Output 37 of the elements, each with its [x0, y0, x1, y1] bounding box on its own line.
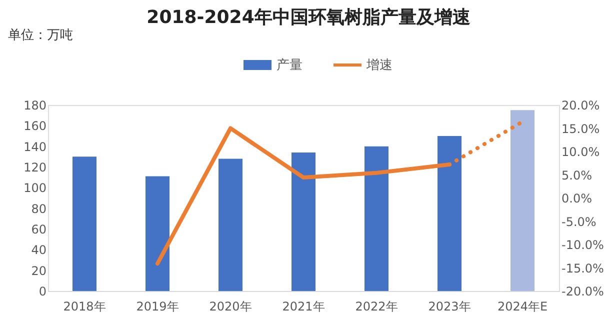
x-tick-label: 2018年: [63, 300, 106, 314]
y-tick-label: 120: [24, 160, 46, 174]
legend-label: 增速: [366, 58, 392, 73]
bar: [72, 156, 96, 291]
text: 单位：万吨: [8, 28, 73, 43]
x-tick-label: 2022年: [355, 300, 398, 314]
y2-tick-label: 20.0%: [562, 98, 600, 112]
y2-tick-label: -5.0%: [562, 214, 596, 229]
y-tick-label: 60: [31, 222, 46, 236]
bar: [510, 110, 534, 291]
chart-title: 2018-2024年中国环氧树脂产量及增速: [146, 7, 470, 28]
bar: [146, 176, 170, 291]
x-tick-label: 2020年: [209, 300, 252, 314]
y-tick-label: 160: [24, 119, 46, 134]
x-tick-label: 2023年: [428, 300, 471, 314]
bar: [364, 146, 388, 291]
bar: [438, 136, 462, 291]
y2-tick-label: 0.0%: [562, 192, 592, 206]
x-tick-label: 2019年: [136, 300, 179, 314]
y-tick-label: 80: [31, 202, 46, 216]
y-tick-label: 100: [24, 181, 46, 196]
y-tick-label: 180: [24, 98, 46, 112]
y2-tick-label: 15.0%: [562, 122, 600, 136]
y-tick-label: 20: [31, 264, 46, 278]
y2-tick-label: -20.0%: [562, 284, 604, 298]
bar: [292, 152, 316, 291]
y-tick-label: 0: [38, 284, 46, 298]
y-tick-label: 40: [31, 243, 46, 258]
y2-tick-label: -15.0%: [562, 261, 604, 276]
y2-tick-label: -10.0%: [562, 238, 604, 252]
x-tick-label: 2024年E: [497, 300, 548, 314]
y2-tick-label: 5.0%: [562, 168, 592, 182]
bar: [218, 158, 242, 291]
x-tick-label: 2021年: [282, 300, 325, 314]
legend-label: 产量: [276, 58, 302, 73]
y2-tick-label: 10.0%: [562, 145, 600, 159]
y-tick-label: 140: [24, 140, 46, 154]
